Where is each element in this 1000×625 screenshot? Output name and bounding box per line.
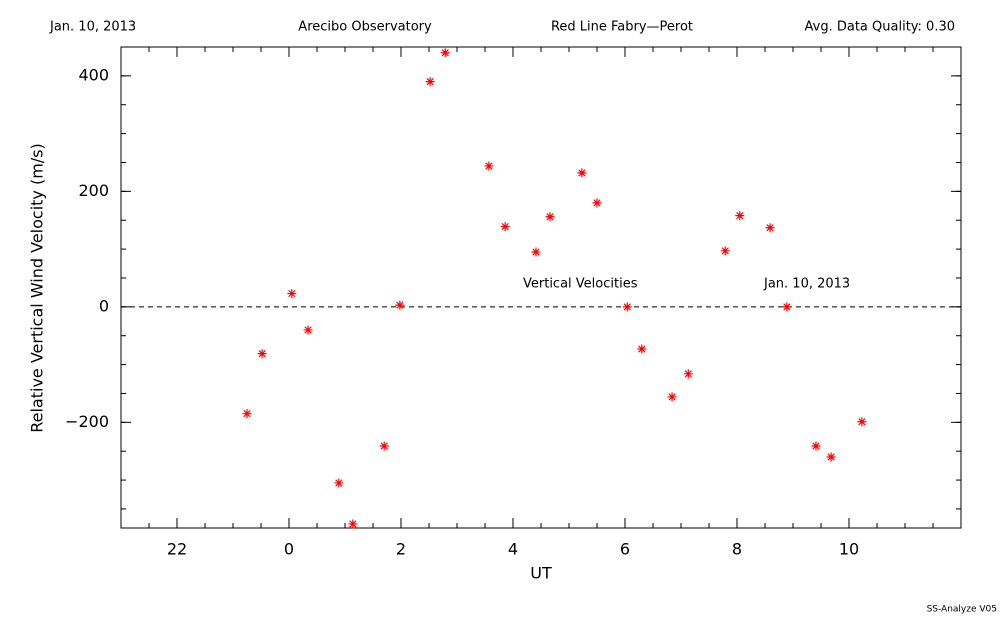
header-instrument: Red Line Fabry—Perot bbox=[551, 20, 693, 35]
data-point bbox=[303, 325, 313, 335]
data-point bbox=[287, 289, 297, 299]
x-tick-label: 22 bbox=[167, 540, 187, 559]
footer: SS-Analyze V05 bbox=[927, 605, 997, 615]
header-date: Jan. 10, 2013 bbox=[49, 20, 136, 35]
data-point bbox=[622, 302, 632, 312]
data-point bbox=[637, 344, 647, 354]
x-tick-label: 6 bbox=[620, 540, 630, 559]
data-point bbox=[531, 247, 541, 257]
header-quality: Avg. Data Quality: 0.30 bbox=[805, 20, 955, 35]
y-tick-label: 0 bbox=[99, 296, 109, 315]
x-tick-label: 0 bbox=[284, 540, 294, 559]
data-point bbox=[577, 168, 587, 178]
data-point bbox=[379, 441, 389, 451]
data-point bbox=[545, 212, 555, 222]
data-point bbox=[242, 409, 252, 419]
data-point bbox=[440, 48, 450, 58]
data-point bbox=[500, 222, 510, 232]
x-tick-label: 4 bbox=[508, 540, 518, 559]
data-point bbox=[826, 452, 836, 462]
data-point bbox=[395, 300, 405, 310]
x-tick-label: 10 bbox=[839, 540, 859, 559]
data-point bbox=[720, 246, 730, 256]
y-axis-label: Relative Vertical Wind Velocity (m/s) bbox=[28, 143, 47, 433]
annotation: Vertical Velocities bbox=[523, 277, 638, 292]
data-point bbox=[782, 302, 792, 312]
data-point bbox=[592, 198, 602, 208]
data-point bbox=[425, 77, 435, 87]
annotation: Jan. 10, 2013 bbox=[763, 277, 850, 292]
x-axis-label: UT bbox=[530, 564, 552, 583]
data-point bbox=[765, 223, 775, 233]
y-tick-label: 200 bbox=[78, 181, 109, 200]
data-point bbox=[857, 417, 867, 427]
x-tick-label: 2 bbox=[396, 540, 406, 559]
x-tick-label: 8 bbox=[732, 540, 742, 559]
data-point bbox=[683, 369, 693, 379]
data-point bbox=[667, 392, 677, 402]
y-tick-label: 400 bbox=[78, 65, 109, 84]
data-point bbox=[348, 519, 358, 529]
data-point bbox=[257, 349, 267, 359]
data-point bbox=[334, 478, 344, 488]
data-point bbox=[735, 211, 745, 221]
data-point bbox=[484, 161, 494, 171]
y-tick-label: −200 bbox=[65, 412, 109, 431]
data-point bbox=[811, 441, 821, 451]
header-site: Arecibo Observatory bbox=[298, 20, 432, 35]
